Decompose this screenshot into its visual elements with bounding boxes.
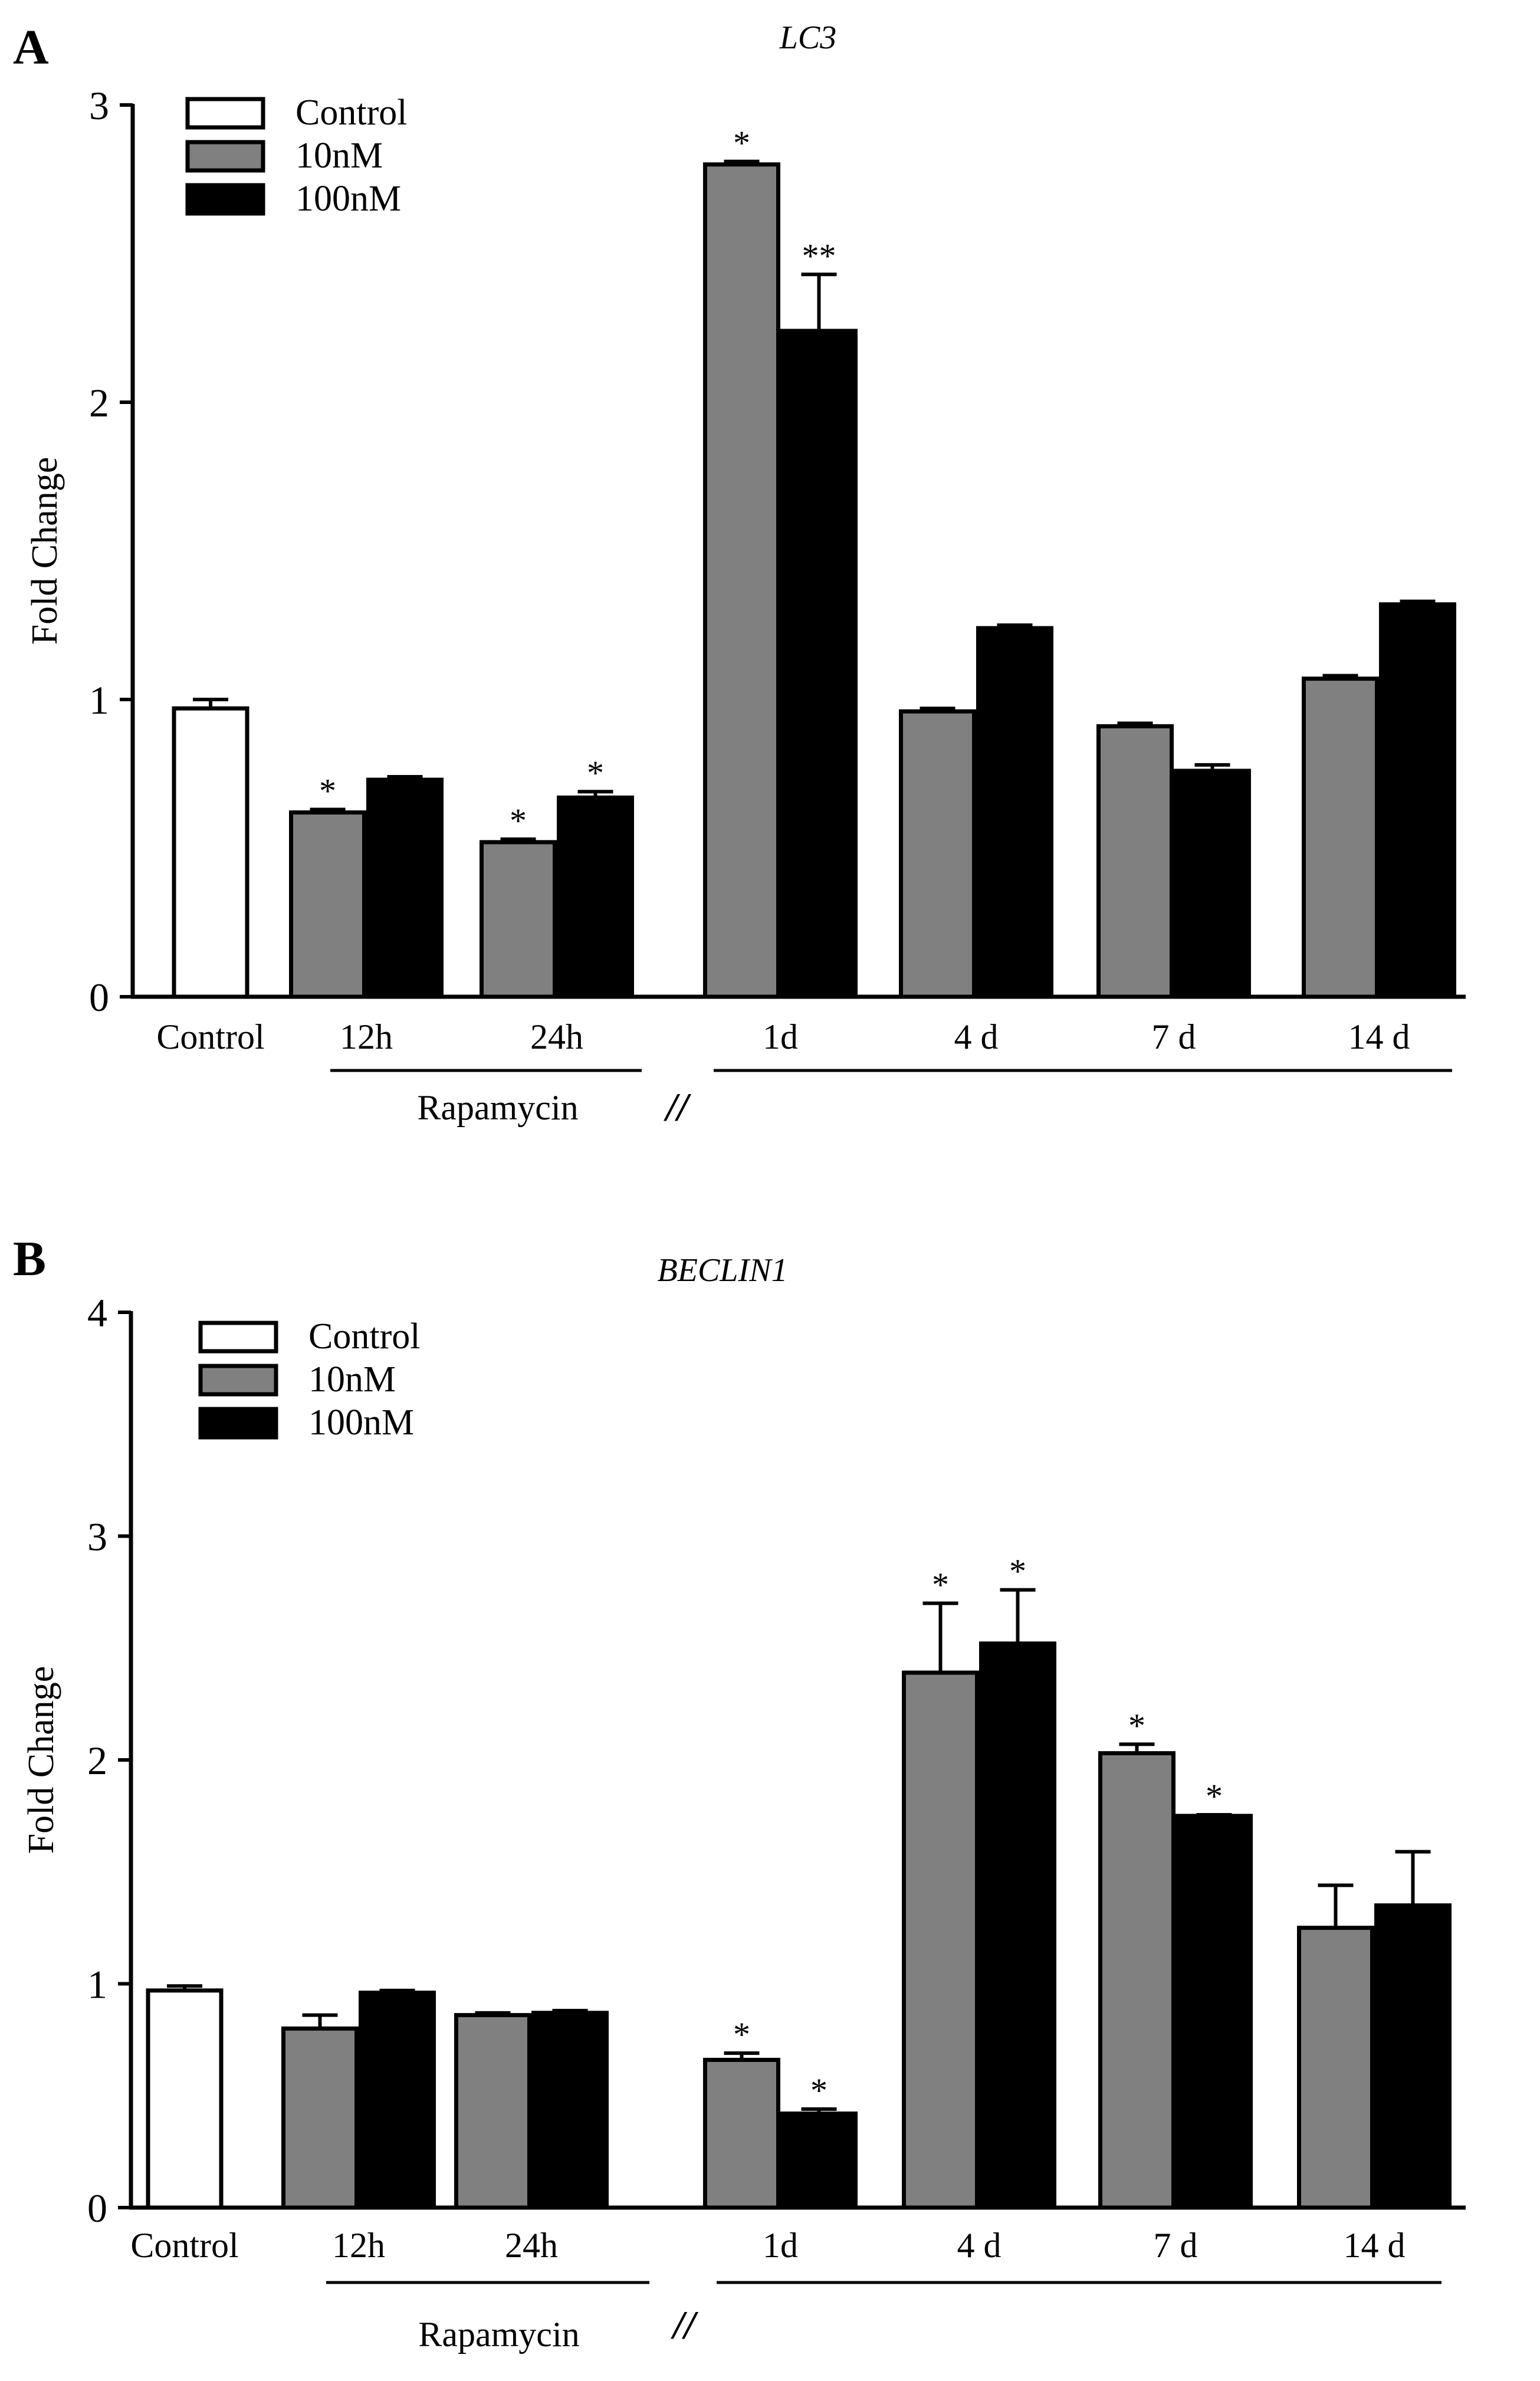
bar-100nm [976,626,1053,999]
y-tick-label: 2 [87,1738,107,1783]
bar-100nm [359,1991,436,2210]
significance-marker: ** [802,237,836,275]
group-label: Rapamycin [417,1088,578,1127]
y-tick-label: 1 [87,1962,107,2007]
bar-10nm [899,709,976,999]
legend-swatch [185,183,265,216]
x-tick-label: 4 d [957,2226,1002,2265]
significance-marker: * [587,754,604,792]
axis-break-mark: // [663,1085,692,1129]
legend-label: 10nM [295,136,383,176]
y-tick-label: 1 [89,678,109,722]
bar-100nm [780,2111,858,2210]
bar-10nm [281,2026,359,2210]
panel-letter: B [13,1231,46,1286]
bar-100nm [366,777,444,999]
legend-swatch [185,97,265,130]
y-tick-label: 0 [87,2186,107,2231]
bar-10nm [480,840,557,999]
chart-title: BECLIN1 [658,1252,788,1289]
bar-10nm [902,1670,979,2210]
y-tick-label: 2 [89,380,109,425]
legend-label: Control [295,93,407,133]
significance-marker: * [932,1565,949,1604]
bar-10nm [1297,1926,1374,2210]
significance-marker: * [1128,1706,1145,1745]
axis-break-mark: // [670,2303,699,2347]
chart-title: LC3 [779,19,837,56]
legend-label: Control [308,1316,420,1357]
bar-100nm [1174,769,1251,999]
legend-label: 100nM [295,179,401,219]
bar-100nm [979,1641,1056,2210]
x-tick-label: 1d [763,2226,798,2265]
bar-10nm [289,810,366,999]
x-tick-label: 4 d [954,1017,999,1056]
panel-b: B BECLIN1 0 1 2 3 4 Fold Change Control 12h 24h * * 1… [13,1231,1466,2354]
legend-swatch [198,1364,278,1397]
legend-swatch [185,140,265,173]
bar-100nm [1379,602,1456,999]
significance-marker: * [319,771,336,810]
y-tick-label: 0 [89,975,109,1020]
x-tick-label: 24h [505,2226,558,2265]
bar-100nm [780,329,858,999]
y-tick-label: 3 [89,83,109,128]
significance-marker: * [510,802,527,840]
x-tick-label: 7 d [1152,1017,1196,1056]
y-axis-label: Fold Change [21,1666,61,1854]
bar-control [146,1988,224,2210]
x-tick-label: 14 d [1348,1017,1410,1056]
x-tick-label: Control [130,2226,238,2265]
bar-100nm [531,2011,609,2210]
significance-marker: * [810,2071,828,2110]
bar-10nm [1302,676,1379,999]
legend-swatch [198,1407,278,1440]
bar-100nm [1374,1903,1452,2210]
group-label: Rapamycin [418,2315,579,2354]
panel-letter: A [13,20,49,75]
bar-10nm [1096,724,1174,999]
x-tick-label: 12h [332,2226,385,2265]
y-tick-label: 3 [87,1515,107,1559]
bar-100nm [1175,1814,1253,2210]
significance-marker: * [1206,1777,1223,1815]
x-tick-label: 24h [530,1017,583,1056]
legend-swatch [198,1321,278,1354]
x-tick-label: 1d [763,1017,798,1056]
x-tick-label: 7 d [1154,2226,1198,2265]
bar-10nm [703,162,780,999]
bar-10nm [703,2058,780,2210]
legend-label: 100nM [308,1403,414,1443]
bar-10nm [1098,1751,1175,2210]
bar-10nm [454,2013,531,2210]
x-tick-label: Control [156,1017,264,1056]
legend-label: 10nM [308,1359,396,1400]
x-tick-label: 14 d [1344,2226,1406,2265]
y-axis-label: Fold Change [25,457,65,645]
significance-marker: * [1009,1552,1026,1591]
bar-100nm [557,795,634,999]
significance-marker: * [733,124,750,162]
x-tick-label: 12h [340,1017,393,1056]
significance-marker: * [733,2015,750,2054]
y-tick-label: 4 [87,1290,107,1335]
bar-control [172,706,249,999]
